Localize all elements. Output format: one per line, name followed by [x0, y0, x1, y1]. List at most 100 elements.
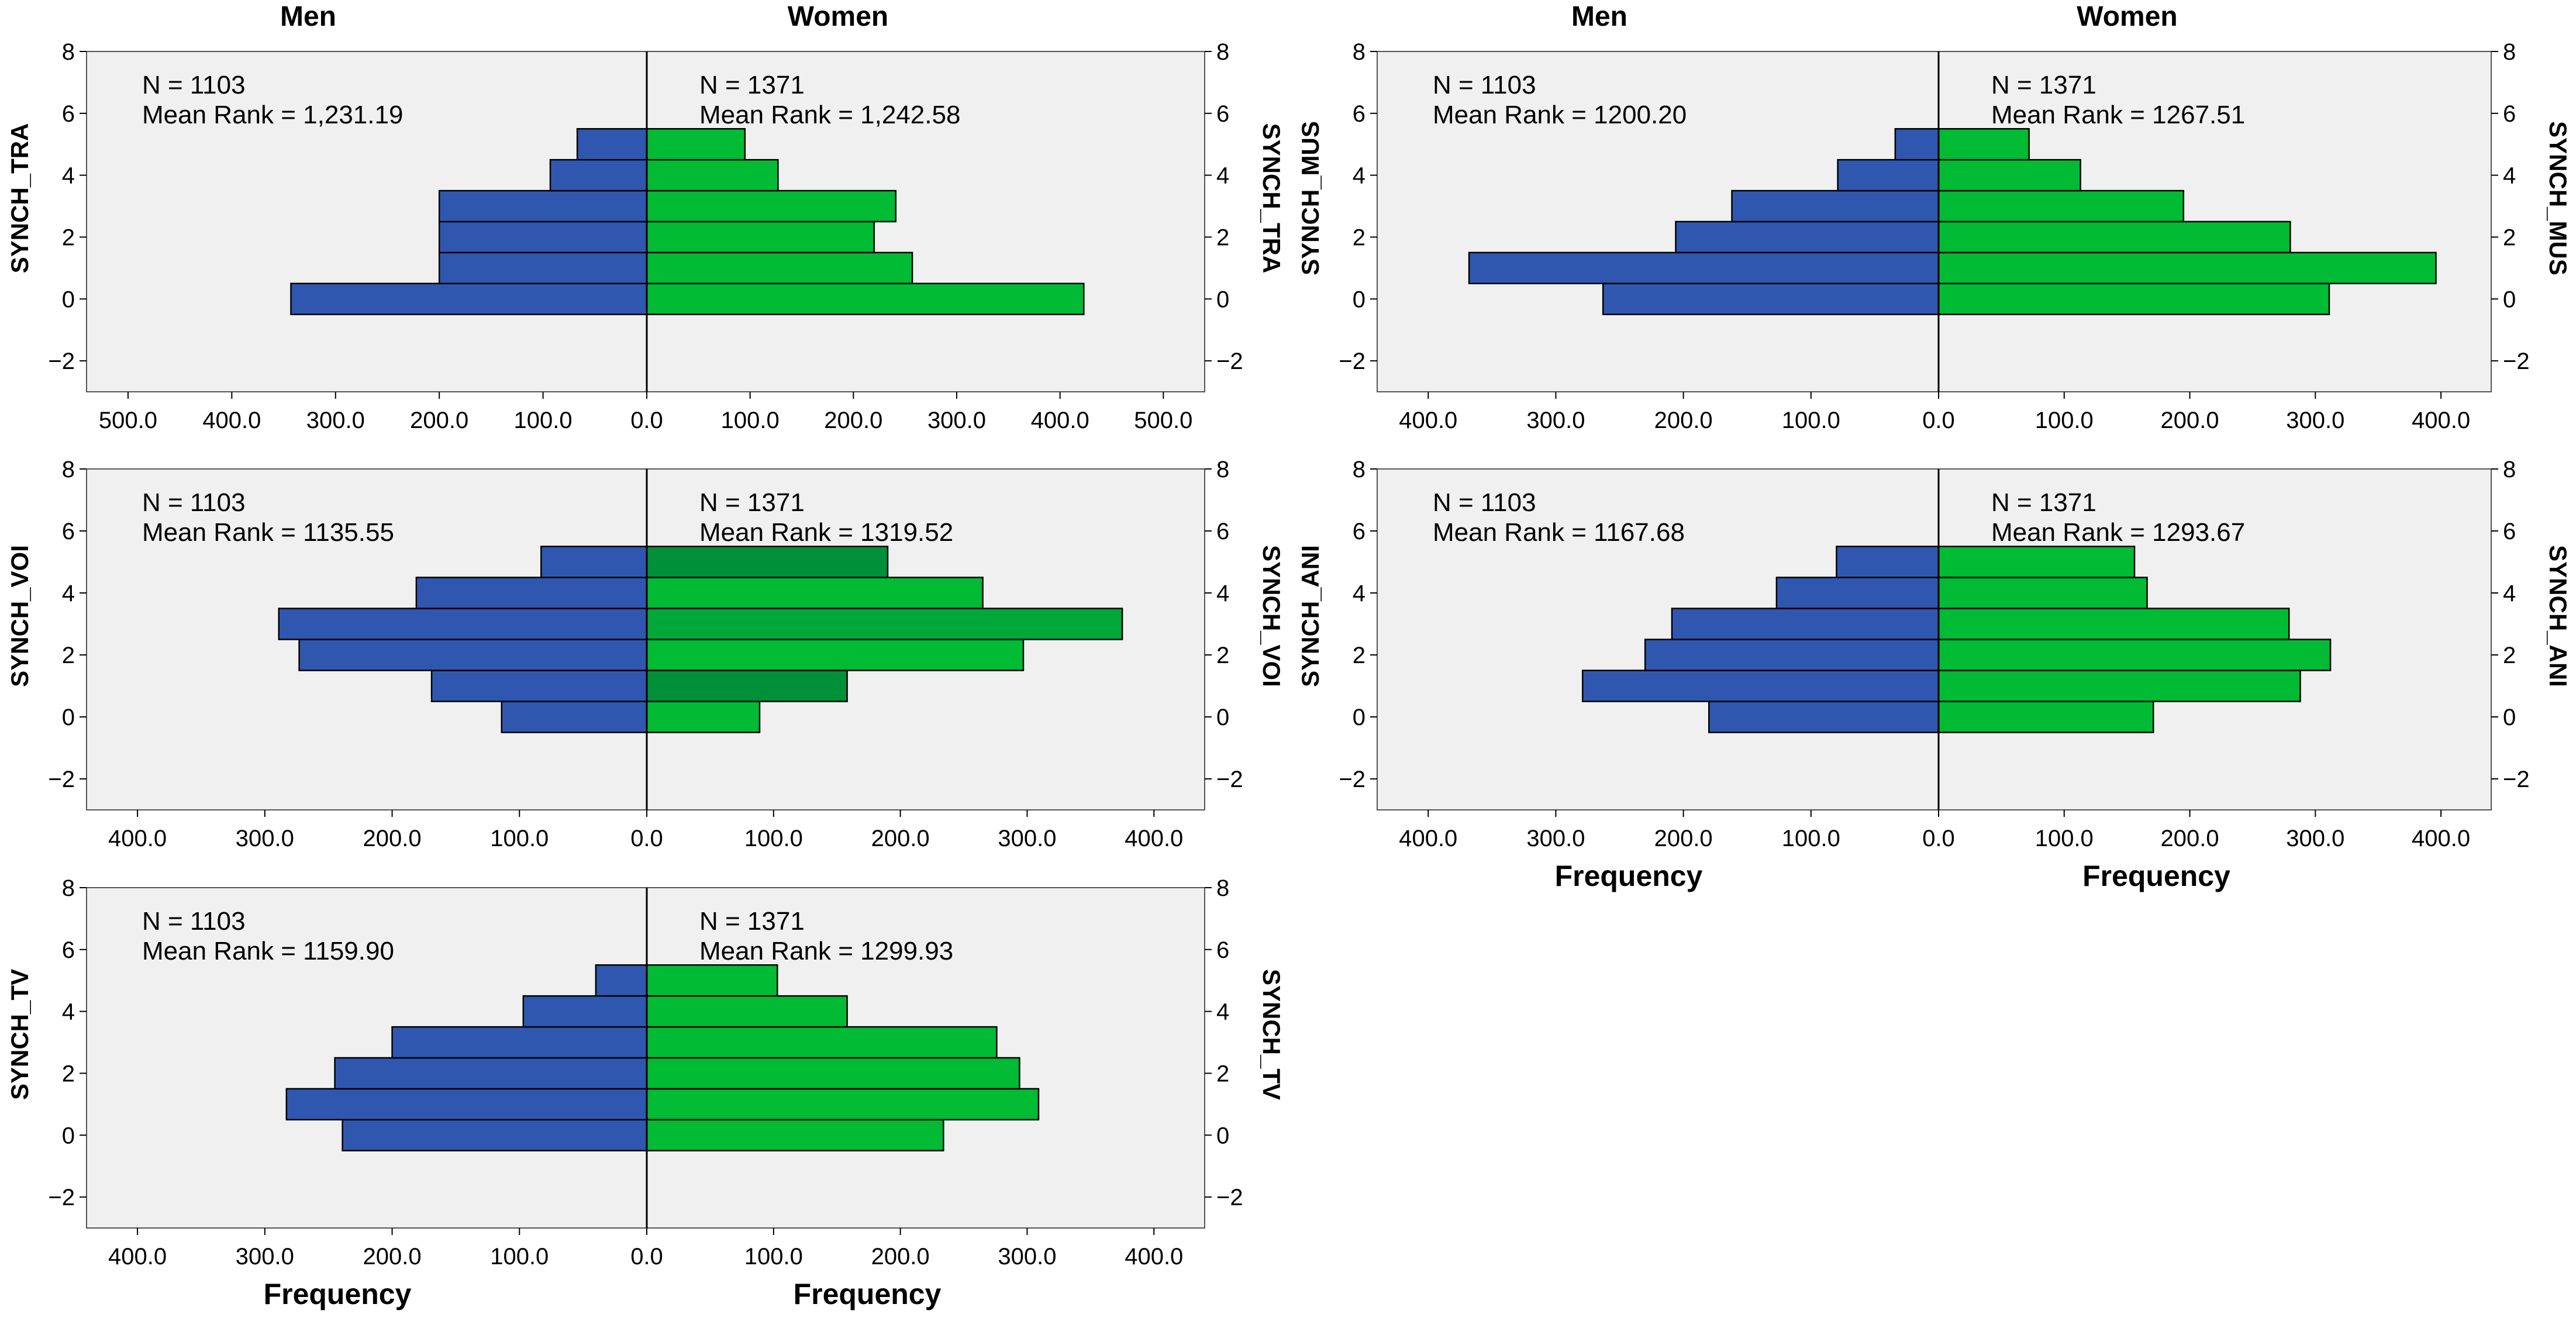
- x-tick-label: 200.0: [1654, 408, 1713, 433]
- x-tick-label: 500.0: [1134, 408, 1192, 433]
- bar-men: [438, 251, 648, 285]
- x-axis-title-women: Frequency: [794, 1278, 942, 1310]
- x-tick-label: 300.0: [927, 408, 986, 433]
- bar-women: [646, 251, 913, 285]
- men-n-label: N = 1103: [1433, 488, 1536, 517]
- bar-men: [342, 1119, 648, 1151]
- bar-women: [1937, 189, 2185, 223]
- x-tick-label: 200.0: [2160, 826, 2219, 851]
- bar-men: [501, 701, 648, 733]
- bar-men: [1671, 608, 1940, 640]
- y-tick-label-right: 8: [2503, 457, 2516, 482]
- y-tick-label-left: 6: [62, 101, 75, 127]
- x-tick-label: 300.0: [236, 1244, 294, 1270]
- y-tick-label-left: 6: [62, 937, 75, 963]
- bar-men: [1644, 639, 1940, 671]
- bar-women: [646, 670, 848, 702]
- x-tick-label: 200.0: [410, 408, 468, 433]
- x-axis-title-men: Frequency: [1555, 860, 1703, 892]
- y-tick-label-left: 0: [1353, 705, 1365, 730]
- y-tick-label-left: 0: [1353, 287, 1365, 312]
- x-tick-label: 200.0: [871, 826, 930, 851]
- y-tick-label-right: 0: [2503, 705, 2516, 730]
- men-n-label: N = 1103: [142, 71, 246, 99]
- x-tick-label: 400.0: [2412, 408, 2470, 433]
- bar-men: [549, 158, 648, 192]
- x-tick-label: 200.0: [1654, 826, 1713, 851]
- bar-women: [646, 546, 889, 578]
- x-tick-label: 400.0: [1399, 826, 1457, 851]
- x-tick-label: 300.0: [306, 408, 365, 433]
- bar-men: [1731, 189, 1940, 223]
- men-mean-rank-label: Mean Rank = 1200.20: [1433, 101, 1687, 129]
- bar-women: [646, 282, 1085, 315]
- y-tick-label-left: −2: [48, 349, 75, 374]
- bar-men: [415, 577, 648, 609]
- x-tick-label: 200.0: [871, 1244, 930, 1270]
- men-mean-rank-label: Mean Rank = 1167.68: [1433, 518, 1685, 547]
- women-n-label: N = 1371: [699, 488, 805, 517]
- y-tick-label-right: 6: [1216, 937, 1229, 963]
- x-tick-label: 400.0: [1125, 1244, 1183, 1270]
- y-tick-label-left: 6: [1353, 101, 1365, 127]
- y-tick-label-right: 6: [1216, 519, 1229, 544]
- y-tick-label-right: 0: [1216, 1123, 1229, 1148]
- y-axis-title-right: SYNCH_TRA: [1258, 123, 1285, 274]
- x-tick-label: 100.0: [744, 826, 803, 851]
- bar-men: [1837, 158, 1940, 192]
- x-tick-label: 100.0: [514, 408, 573, 433]
- chart-panel-synch_tra: 8 8 6 6 4 4 2 2 0 0 −2 −2 500.0 400.0 300.0 200.0 100.0 0…: [6, 1, 1285, 433]
- y-axis-title-left: SYNCH_MUS: [1296, 121, 1324, 275]
- y-tick-label-right: 0: [2503, 287, 2516, 312]
- group-label-women: Women: [788, 1, 888, 32]
- bar-women: [646, 964, 778, 997]
- y-tick-label-left: 4: [62, 999, 75, 1025]
- bar-women: [1937, 128, 2030, 161]
- y-tick-label-left: 8: [62, 457, 75, 482]
- men-mean-rank-label: Mean Rank = 1159.90: [142, 937, 394, 965]
- bar-women: [1937, 577, 2148, 609]
- x-tick-label: 300.0: [1526, 408, 1585, 433]
- bar-women: [646, 995, 848, 1028]
- x-tick-label: 0.0: [630, 826, 663, 851]
- women-n-label: N = 1371: [699, 907, 805, 936]
- women-mean-rank-label: Mean Rank = 1,242.58: [699, 101, 960, 129]
- bar-men: [438, 220, 648, 254]
- men-n-label: N = 1103: [142, 907, 246, 936]
- x-tick-label: 0.0: [1922, 826, 1955, 851]
- y-tick-label-right: 0: [1216, 705, 1229, 730]
- x-tick-label: 200.0: [824, 408, 882, 433]
- x-tick-label: 100.0: [744, 1244, 803, 1270]
- bar-men: [1836, 546, 1940, 578]
- y-tick-label-left: 4: [1353, 163, 1365, 189]
- men-mean-rank-label: Mean Rank = 1135.55: [142, 518, 394, 547]
- chart-panel-synch_tv: 8 8 6 6 4 4 2 2 0 0 −2 −2 400.0 300.0 200.0 100.0 0.0 100…: [6, 875, 1285, 1310]
- y-tick-label-left: 8: [62, 875, 75, 901]
- x-tick-label: 100.0: [2035, 826, 2094, 851]
- y-tick-label-right: −2: [1216, 767, 1243, 792]
- y-tick-label-left: 2: [62, 225, 75, 250]
- women-mean-rank-label: Mean Rank = 1293.67: [1991, 518, 2245, 547]
- x-tick-label: 300.0: [1526, 826, 1585, 851]
- y-tick-label-right: 8: [1216, 39, 1229, 65]
- bar-women: [1937, 251, 2437, 285]
- bar-women: [1937, 701, 2154, 733]
- y-axis-title-right: SYNCH_MUS: [2544, 121, 2572, 275]
- men-n-label: N = 1103: [1433, 71, 1536, 99]
- x-tick-label: 300.0: [998, 1244, 1056, 1270]
- bar-women: [646, 220, 875, 254]
- x-tick-label: 400.0: [108, 1244, 167, 1270]
- group-label-women: Women: [2077, 1, 2177, 32]
- x-tick-label: 400.0: [2412, 826, 2470, 851]
- chart-panel-synch_mus: 8 8 6 6 4 4 2 2 0 0 −2 −2 400.0 300.0 200.0 100.0 0.0 100…: [1296, 1, 2572, 433]
- x-tick-label: 100.0: [490, 826, 549, 851]
- y-tick-label-right: 8: [1216, 875, 1229, 901]
- bar-men: [285, 1088, 648, 1121]
- y-tick-label-right: 2: [2503, 643, 2516, 668]
- x-tick-label: 200.0: [2160, 408, 2219, 433]
- bar-women: [646, 128, 746, 161]
- y-tick-label-right: 4: [1216, 163, 1229, 189]
- y-tick-label-left: 2: [1353, 643, 1365, 668]
- bar-women: [1937, 220, 2291, 254]
